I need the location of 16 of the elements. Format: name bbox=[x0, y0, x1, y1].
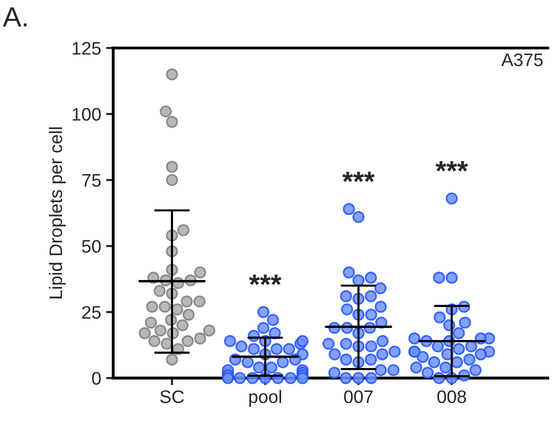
y-tick-label: 50 bbox=[82, 240, 101, 253]
x-tick-label: pool bbox=[249, 390, 282, 407]
x-tick-label: 007 bbox=[344, 390, 373, 404]
y-axis-title: Lipid Droplets per cell bbox=[48, 127, 66, 298]
x-tick-label: 008 bbox=[437, 390, 466, 404]
y-tick-label: 125 bbox=[72, 42, 101, 55]
annotation: *** bbox=[249, 274, 282, 286]
text: A. bbox=[2, 7, 26, 26]
y-tick-label: 100 bbox=[72, 108, 101, 121]
x-tick-label: SC bbox=[160, 390, 184, 404]
y-tick-label: 25 bbox=[82, 306, 101, 319]
y-tick-label: 0 bbox=[92, 372, 101, 385]
annotation: A375 bbox=[501, 53, 543, 66]
annotation: *** bbox=[342, 172, 375, 182]
y-tick-label: 75 bbox=[82, 174, 101, 187]
annotation: *** bbox=[436, 161, 468, 172]
